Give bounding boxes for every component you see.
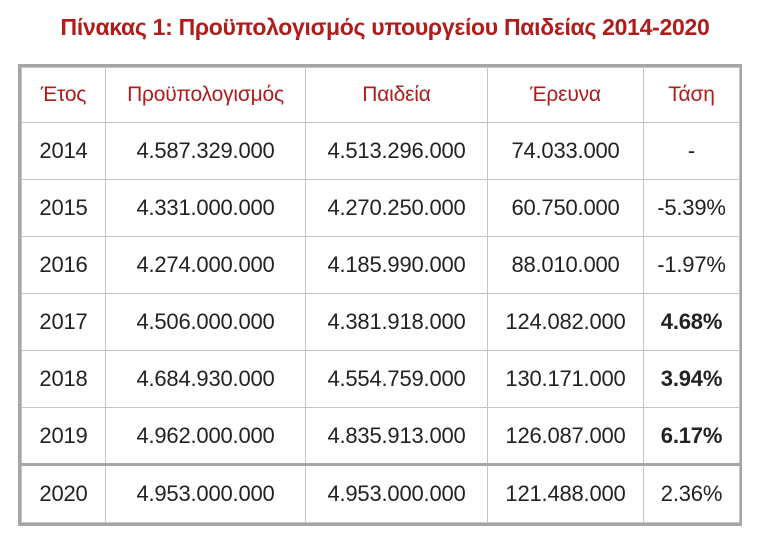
cell-budget: 4.274.000.000: [105, 236, 306, 294]
header-row: Έτος Προϋπολογισμός Παιδεία Έρευνα Τάση: [21, 67, 740, 123]
cell-budget: 4.962.000.000: [105, 407, 306, 465]
cell-education: 4.953.000.000: [305, 463, 488, 523]
cell-research: 88.010.000: [487, 236, 644, 294]
table-row: 2019 4.962.000.000 4.835.913.000 126.087.00…: [21, 407, 740, 465]
cell-year: 2016: [21, 236, 106, 294]
table-row: 2017 4.506.000.000 4.381.918.000 124.082.00…: [21, 293, 740, 351]
cell-year: 2014: [21, 122, 106, 180]
cell-year: 2018: [21, 350, 106, 408]
table-row: 2020 4.953.000.000 4.953.000.000 121.488.00…: [21, 463, 740, 523]
header-year: Έτος: [21, 67, 106, 123]
cell-research: 121.488.000: [487, 463, 644, 523]
cell-budget: 4.331.000.000: [105, 179, 306, 237]
cell-research: 126.087.000: [487, 407, 644, 465]
cell-year: 2017: [21, 293, 106, 351]
table-body: 2014 4.587.329.000 4.513.296.000 74.033.000…: [21, 122, 740, 523]
header-education: Παιδεία: [305, 67, 488, 123]
cell-budget: 4.684.930.000: [105, 350, 306, 408]
cell-education: 4.270.250.000: [305, 179, 488, 237]
cell-year: 2020: [21, 463, 106, 523]
header-research: Έρευνα: [487, 67, 644, 123]
table-row: 2015 4.331.000.000 4.270.250.000 60.750.000…: [21, 179, 740, 237]
header-budget: Προϋπολογισμός: [105, 67, 306, 123]
table-row: 2018 4.684.930.000 4.554.759.000 130.171.00…: [21, 350, 740, 408]
cell-year: 2015: [21, 179, 106, 237]
cell-budget: 4.506.000.000: [105, 293, 306, 351]
cell-trend: -: [643, 122, 740, 180]
header-trend: Τάση: [643, 67, 740, 123]
cell-education: 4.381.918.000: [305, 293, 488, 351]
cell-trend: -1.97%: [643, 236, 740, 294]
cell-trend: 4.68%: [643, 293, 740, 351]
cell-trend: 6.17%: [643, 407, 740, 465]
cell-budget: 4.953.000.000: [105, 463, 306, 523]
cell-trend: 2.36%: [643, 463, 740, 523]
cell-trend: -5.39%: [643, 179, 740, 237]
cell-education: 4.513.296.000: [305, 122, 488, 180]
cell-research: 130.171.000: [487, 350, 644, 408]
budget-table: Έτος Προϋπολογισμός Παιδεία Έρευνα Τάση …: [21, 67, 740, 523]
cell-research: 60.750.000: [487, 179, 644, 237]
cell-education: 4.554.759.000: [305, 350, 488, 408]
cell-year: 2019: [21, 407, 106, 465]
table-row: 2014 4.587.329.000 4.513.296.000 74.033.000…: [21, 122, 740, 180]
cell-research: 124.082.000: [487, 293, 644, 351]
cell-budget: 4.587.329.000: [105, 122, 306, 180]
cell-education: 4.835.913.000: [305, 407, 488, 465]
table-row: 2016 4.274.000.000 4.185.990.000 88.010.000…: [21, 236, 740, 294]
cell-research: 74.033.000: [487, 122, 644, 180]
cell-trend: 3.94%: [643, 350, 740, 408]
budget-table-frame: Έτος Προϋπολογισμός Παιδεία Έρευνα Τάση …: [18, 64, 742, 526]
cell-education: 4.185.990.000: [305, 236, 488, 294]
table-title: Πίνακας 1: Προϋπολογισμός υπουργείου Παι…: [60, 14, 710, 40]
